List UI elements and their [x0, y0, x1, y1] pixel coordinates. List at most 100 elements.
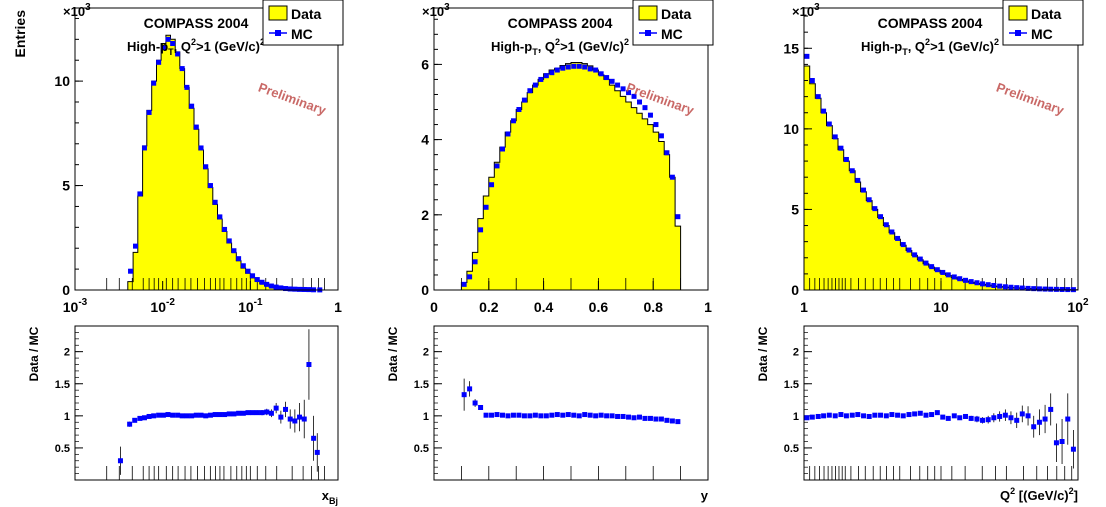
- y-tick-label: 1: [64, 411, 70, 423]
- mc-point: [538, 76, 544, 82]
- mc-point: [184, 84, 190, 90]
- legend-label-data: Data: [661, 6, 692, 22]
- mc-point: [804, 53, 810, 59]
- mc-point: [675, 214, 681, 220]
- ratio-point: [306, 362, 312, 367]
- ratio-point: [297, 414, 303, 420]
- ratio-point: [146, 413, 152, 419]
- ratio-point: [467, 386, 473, 392]
- mc-point: [236, 256, 242, 262]
- mc-point: [297, 286, 303, 292]
- y-tick-label: 5: [62, 178, 70, 194]
- ratio-point: [132, 417, 138, 423]
- bin-marks: [809, 466, 1079, 480]
- ratio-point: [117, 458, 123, 464]
- ratio-point: [292, 418, 298, 424]
- ratio-point: [160, 412, 166, 418]
- ratio-point: [917, 410, 923, 416]
- legend-label-mc: MC: [661, 26, 683, 42]
- mc-point: [543, 73, 549, 79]
- ratio-point: [587, 412, 593, 418]
- ratio-point: [669, 418, 675, 424]
- ratio-point: [461, 392, 467, 398]
- ratio-point: [287, 416, 293, 422]
- ratio-point: [207, 412, 213, 418]
- ratio-point: [997, 413, 1003, 419]
- ratio-point: [1053, 440, 1059, 446]
- ratio-point: [991, 415, 997, 421]
- ratio-point: [838, 412, 844, 418]
- mc-point: [254, 277, 260, 283]
- ratio-point: [127, 421, 133, 427]
- mc-point: [226, 238, 232, 244]
- mc-point: [505, 131, 511, 137]
- mc-point: [510, 118, 516, 124]
- x-tick-label: 1: [800, 299, 808, 315]
- ratio-point: [809, 414, 815, 420]
- ratio-point: [843, 413, 849, 419]
- chart-subtitle: High-pT, Q2>1 (GeV/c)2: [491, 37, 629, 57]
- mc-point: [217, 214, 223, 220]
- mc-point: [809, 78, 815, 84]
- chart-title: COMPASS 2004: [144, 15, 249, 31]
- mc-point: [968, 279, 974, 285]
- ratio-point: [203, 413, 209, 419]
- mc-point: [1059, 286, 1065, 292]
- mc-point: [500, 146, 505, 152]
- ratio-point: [1070, 446, 1076, 452]
- ratio-point: [895, 412, 901, 418]
- ratio-point: [489, 412, 495, 418]
- ratio-point: [604, 413, 610, 419]
- mc-point: [991, 282, 997, 288]
- mc-point: [582, 64, 588, 70]
- ratio-point: [494, 412, 500, 418]
- ratio-point: [906, 412, 912, 418]
- ratio-point: [236, 410, 242, 416]
- mc-point: [170, 41, 176, 47]
- mc-point: [189, 103, 195, 109]
- ratio-point: [1059, 439, 1065, 444]
- mc-point: [259, 279, 265, 285]
- ratio-point: [283, 406, 289, 412]
- ratio-point: [900, 413, 906, 419]
- mc-point: [861, 187, 867, 193]
- bin-marks: [106, 466, 325, 480]
- ratio-point: [642, 415, 648, 421]
- ratio-point: [483, 412, 489, 418]
- mc-point: [175, 51, 181, 57]
- mc-point: [843, 156, 849, 162]
- mc-point: [1031, 286, 1037, 292]
- ratio-point: [985, 417, 991, 423]
- mc-point: [838, 145, 844, 151]
- ratio-point: [510, 412, 516, 418]
- mc-point: [1053, 286, 1059, 292]
- mc-point: [560, 65, 566, 71]
- mc-point: [151, 80, 157, 86]
- ratio-point: [968, 415, 974, 421]
- ratio-panel-3: 0.5 1 1.5 2 Data / MC Q2 [(GeV/c)2]: [756, 325, 1079, 503]
- legend-swatch-data: [268, 5, 288, 21]
- ratio-point: [912, 411, 918, 417]
- ratio-point: [804, 415, 810, 421]
- ratio-point: [878, 412, 884, 418]
- x-tick-label: 10-2: [150, 297, 175, 315]
- ratio-point: [198, 412, 204, 418]
- data-histogram: [460, 62, 682, 291]
- mc-point: [467, 274, 473, 280]
- mc-point: [179, 66, 185, 72]
- mc-point: [849, 168, 855, 174]
- mc-point: [532, 82, 538, 88]
- legend-swatch-data: [1008, 5, 1028, 21]
- ratio-point: [273, 405, 279, 411]
- plot-frame: [803, 325, 1079, 481]
- ratio-point: [141, 415, 147, 421]
- chart-subtitle: High-pT, Q2>1 (GeV/c)2: [861, 37, 999, 57]
- ratio-point: [500, 412, 505, 418]
- y-tick-label: 0: [62, 282, 70, 298]
- ratio-point: [626, 414, 632, 420]
- ratio-point: [193, 412, 199, 418]
- y-tick-label: 0.5: [55, 443, 70, 455]
- x-axis-label: xBj: [322, 488, 338, 506]
- ratio-point: [647, 415, 653, 421]
